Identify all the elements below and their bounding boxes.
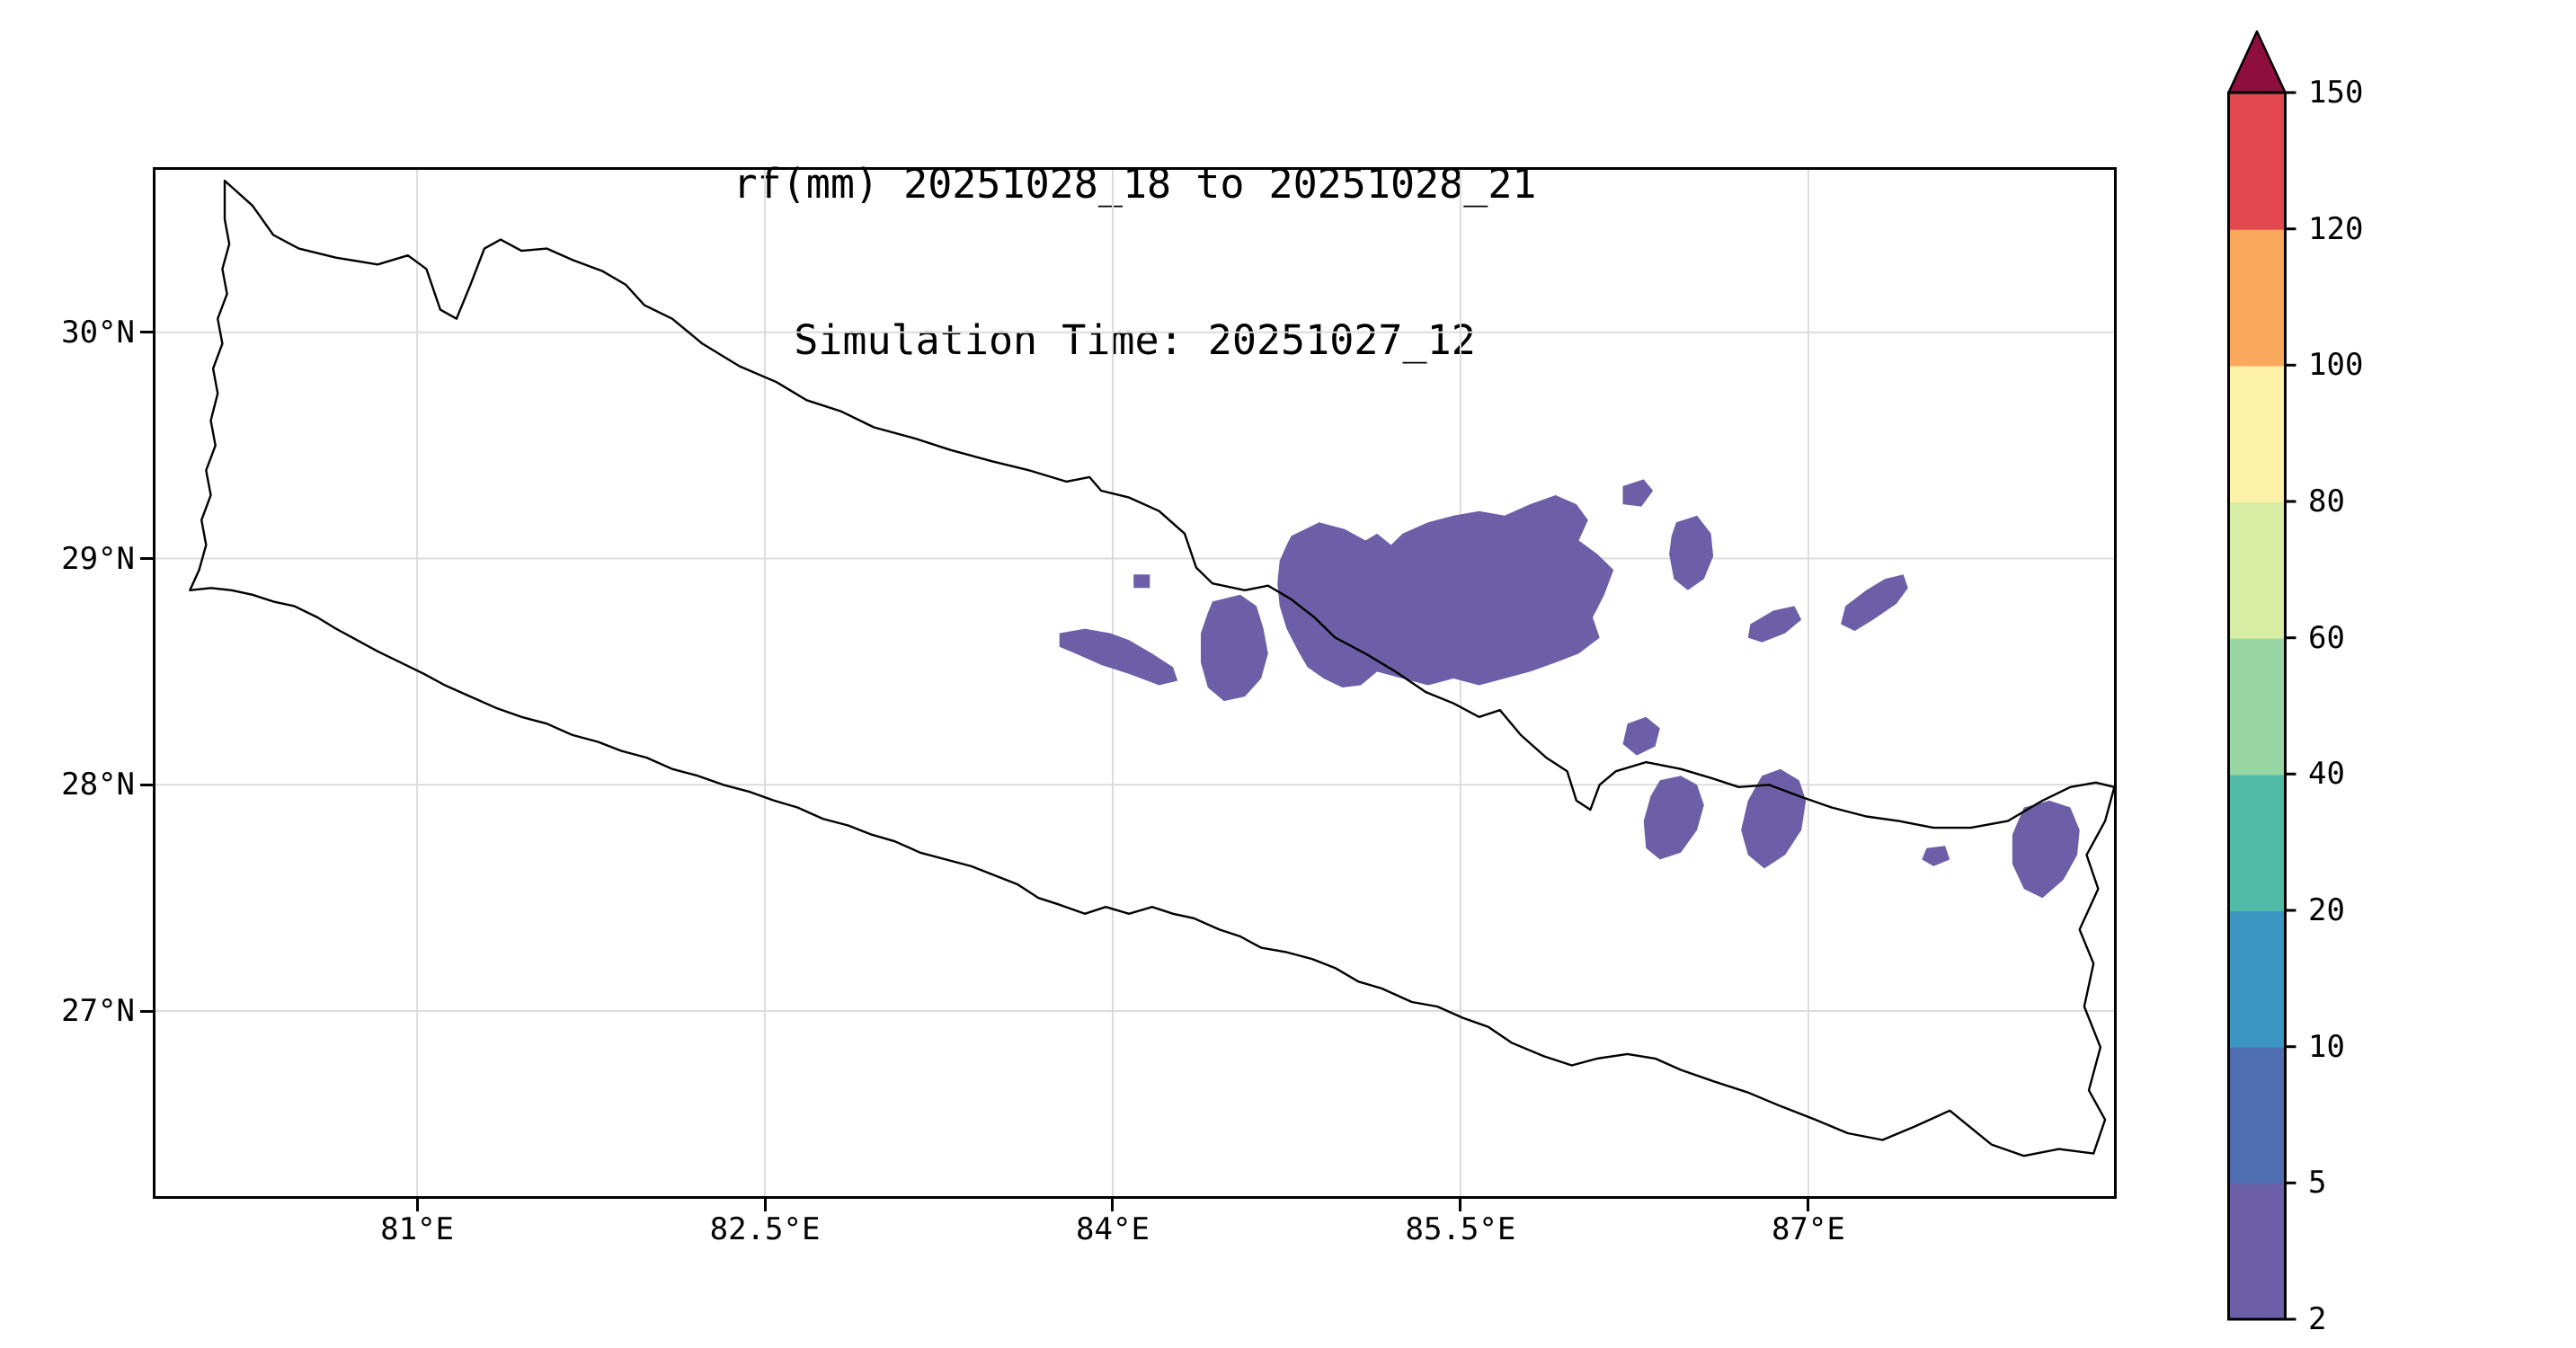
y-tick-label: 27°N [61,993,135,1030]
colorbar-tick-label: 60 [2308,619,2345,656]
colorbar-segment [2228,774,2286,911]
rainfall-patch [1841,574,1908,632]
rainfall-patch [1669,515,1714,590]
rainfall-patch [1643,776,1704,860]
x-tick-label: 87°E [1771,1211,1845,1247]
x-tick-mark [415,1199,419,1211]
x-tick-label: 81°E [380,1211,455,1247]
colorbar-segment [2228,910,2286,1048]
rainfall-patch [1922,846,1950,866]
x-tick-mark [1807,1199,1810,1211]
colorbar-segment [2228,1046,2286,1184]
rainfall-patch [1747,606,1802,643]
rainfall-patch [1622,479,1654,507]
rainfall-patch [1741,768,1807,869]
colorbar-frame [2227,91,2287,1321]
colorbar-extend-triangle [2227,30,2287,94]
x-tick-mark [1459,1199,1462,1211]
nepal-border-outline [189,179,2116,1157]
colorbar-tick-label: 20 [2308,892,2345,928]
colorbar-tick-label: 150 [2308,75,2364,111]
rainfall-patch [1133,574,1150,589]
rainfall-patch [1201,594,1268,702]
x-tick-label: 82.5°E [709,1211,821,1247]
y-tick-mark [140,783,153,786]
colorbar [2227,30,2296,1321]
colorbar-segment [2228,228,2286,367]
colorbar-tick-label: 10 [2308,1028,2345,1065]
rainfall-patch [1059,628,1178,686]
rainfall-patch [1277,495,1614,687]
x-tick-mark [763,1199,767,1211]
colorbar-tick-label: 2 [2308,1301,2327,1337]
colorbar-tick-label: 5 [2308,1165,2327,1202]
y-tick-mark [140,331,153,334]
colorbar-segment [2228,501,2286,639]
nepal-map [153,167,2117,1199]
colorbar-tick-label: 80 [2308,483,2345,519]
colorbar-tick-label: 100 [2308,347,2364,384]
colorbar-segment [2228,93,2286,230]
chart-title-line2: Simulation Time: 20251027_12 [794,316,1476,364]
x-tick-mark [1111,1199,1115,1211]
x-tick-label: 85.5°E [1405,1211,1516,1247]
y-tick-label: 28°N [61,767,135,803]
colorbar-segment [2228,1183,2286,1320]
map-plot-area [153,167,2117,1199]
colorbar-segment [2228,637,2286,776]
y-tick-label: 29°N [61,540,135,577]
y-tick-mark [140,557,153,561]
rainfall-patch [1622,716,1660,756]
y-tick-mark [140,1009,153,1013]
colorbar-tick-label: 120 [2308,210,2364,247]
y-tick-label: 30°N [61,314,135,350]
colorbar-tick-label: 40 [2308,756,2345,793]
rainfall-patch [2012,800,2080,899]
x-tick-label: 84°E [1076,1211,1150,1247]
colorbar-segment [2228,365,2286,502]
